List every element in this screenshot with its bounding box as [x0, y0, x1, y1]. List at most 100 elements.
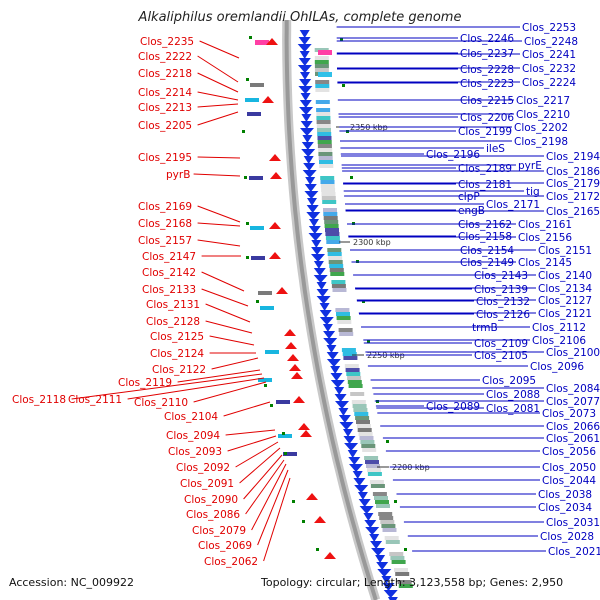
gene-label-clos-2195[interactable]: Clos_2195 [138, 152, 192, 164]
gene-label-clos-2224[interactable]: Clos_2224 [522, 77, 576, 89]
gene-arrow[interactable] [382, 583, 395, 591]
gene-label-clos-2132[interactable]: Clos_2132 [476, 296, 530, 308]
gene-arrow-reverse[interactable] [266, 38, 278, 45]
gene-arrow[interactable] [300, 93, 311, 101]
gene-label-clos-2202[interactable]: Clos_2202 [514, 122, 568, 134]
gene-arrow[interactable] [311, 240, 322, 248]
gene-label-clos-2112[interactable]: Clos_2112 [532, 322, 586, 334]
gene-label-clos-2215[interactable]: Clos_2215 [460, 95, 514, 107]
gene-label-clos-2106[interactable]: Clos_2106 [532, 335, 586, 347]
gene-arrow-reverse[interactable] [293, 396, 305, 403]
gene-label-clos-2077[interactable]: Clos_2077 [546, 396, 600, 408]
gene-label-clos-2253[interactable]: Clos_2253 [522, 22, 576, 34]
gene-label-clos-2031[interactable]: Clos_2031 [546, 517, 600, 529]
gene-arrow[interactable] [352, 471, 363, 479]
gene-arrow[interactable] [323, 331, 336, 339]
gene-arrow[interactable] [377, 569, 392, 577]
gene-arrow[interactable] [359, 506, 374, 514]
gene-label-clos-2111[interactable]: Clos_2111 [68, 394, 122, 406]
gene-arrow[interactable] [303, 163, 316, 171]
gene-label-clos-2196[interactable]: Clos_2196 [426, 149, 480, 161]
gene-arrow[interactable] [319, 303, 330, 311]
gene-arrow[interactable] [313, 275, 328, 283]
gene-label-clos-2091[interactable]: Clos_2091 [180, 478, 234, 490]
gene-arrow[interactable] [322, 324, 333, 332]
gene-label-clos-2079[interactable]: Clos_2079 [192, 525, 246, 537]
gene-arrow[interactable] [330, 366, 341, 374]
gene-label-clos-2122[interactable]: Clos_2122 [152, 364, 206, 376]
gene-arrow[interactable] [326, 352, 339, 360]
gene-label-clos-2066[interactable]: Clos_2066 [546, 421, 600, 433]
gene-arrow[interactable] [311, 247, 324, 255]
gene-label-clos-2062[interactable]: Clos_2062 [204, 556, 258, 568]
gene-arrow-reverse[interactable] [289, 364, 301, 371]
gene-arrow[interactable] [381, 576, 392, 584]
gene-arrow[interactable] [299, 100, 312, 108]
gene-arrow-reverse[interactable] [269, 222, 281, 229]
gene-label-clos-2061[interactable]: Clos_2061 [546, 433, 600, 445]
gene-arrow[interactable] [308, 233, 323, 241]
gene-label-clos-2100[interactable]: Clos_2100 [546, 347, 600, 359]
gene-label-clos-2143[interactable]: Clos_2143 [474, 270, 528, 282]
gene-arrow[interactable] [299, 79, 312, 87]
gene-label-clos-2139[interactable]: Clos_2139 [474, 284, 528, 296]
gene-label-clos-2165[interactable]: Clos_2165 [546, 206, 600, 218]
gene-label-clos-2034[interactable]: Clos_2034 [538, 502, 592, 514]
gene-arrow[interactable] [316, 289, 329, 297]
gene-label-clos-2081[interactable]: Clos_2081 [486, 403, 540, 415]
gene-label-clos-2021[interactable]: Clos_2021 [548, 546, 600, 558]
gene-arrow[interactable] [357, 492, 368, 500]
gene-label-clos-2172[interactable]: Clos_2172 [546, 191, 600, 203]
gene-label-pyrb[interactable]: pyrB [166, 169, 190, 181]
gene-label-clos-2126[interactable]: Clos_2126 [476, 309, 530, 321]
gene-label-clos-2127[interactable]: Clos_2127 [538, 295, 592, 307]
gene-label-clos-2128[interactable]: Clos_2128 [146, 316, 200, 328]
gene-arrow[interactable] [343, 436, 356, 444]
gene-arrow-reverse[interactable] [287, 354, 299, 361]
gene-arrow[interactable] [313, 261, 324, 269]
gene-arrow[interactable] [302, 135, 313, 143]
gene-arrow[interactable] [349, 464, 363, 472]
gene-arrow[interactable] [347, 450, 358, 458]
gene-arrow[interactable] [299, 51, 310, 59]
gene-arrow[interactable] [316, 296, 331, 304]
gene-label-clos-2140[interactable]: Clos_2140 [538, 270, 592, 282]
gene-label-clos-2161[interactable]: Clos_2161 [518, 219, 572, 231]
gene-arrow[interactable] [297, 65, 312, 73]
gene-label-clos-2088[interactable]: Clos_2088 [486, 389, 540, 401]
gene-arrow[interactable] [299, 30, 310, 38]
gene-label-clos-2157[interactable]: Clos_2157 [138, 235, 192, 247]
gene-arrow[interactable] [301, 142, 314, 150]
gene-arrow[interactable] [364, 520, 377, 528]
gene-label-clos-2092[interactable]: Clos_2092 [176, 462, 230, 474]
gene-arrow[interactable] [313, 268, 326, 276]
gene-label-clos-2222[interactable]: Clos_2222 [138, 51, 192, 63]
gene-label-clos-2228[interactable]: Clos_2228 [460, 64, 514, 76]
gene-label-clos-2205[interactable]: Clos_2205 [138, 120, 192, 132]
gene-arrow-reverse[interactable] [269, 154, 281, 161]
gene-label-clos-2241[interactable]: Clos_2241 [522, 49, 576, 61]
gene-arrow[interactable] [306, 212, 321, 220]
gene-arrow[interactable] [305, 177, 316, 185]
gene-arrow[interactable] [371, 548, 386, 556]
gene-label-clpp[interactable]: clpP [458, 191, 480, 203]
gene-label-clos-2119[interactable]: Clos_2119 [118, 377, 172, 389]
gene-arrow-reverse[interactable] [298, 423, 310, 430]
gene-arrow[interactable] [387, 597, 398, 600]
gene-arrow-reverse[interactable] [269, 252, 281, 259]
gene-arrow[interactable] [330, 373, 343, 381]
gene-arrow[interactable] [375, 555, 386, 563]
gene-label-clos-2210[interactable]: Clos_2210 [516, 109, 570, 121]
gene-label-clos-2145[interactable]: Clos_2145 [518, 257, 572, 269]
gene-label-clos-2124[interactable]: Clos_2124 [150, 348, 204, 360]
gene-arrow[interactable] [370, 541, 383, 549]
gene-label-clos-2217[interactable]: Clos_2217 [516, 95, 570, 107]
gene-arrow[interactable] [335, 401, 349, 409]
gene-label-clos-2104[interactable]: Clos_2104 [164, 411, 218, 423]
gene-arrow[interactable] [308, 226, 321, 234]
gene-label-clos-2198[interactable]: Clos_2198 [514, 136, 568, 148]
gene-label-clos-2073[interactable]: Clos_2073 [542, 408, 596, 420]
gene-arrow-reverse[interactable] [285, 342, 297, 349]
gene-arrow[interactable] [302, 170, 317, 178]
gene-label-clos-2050[interactable]: Clos_2050 [542, 462, 596, 474]
